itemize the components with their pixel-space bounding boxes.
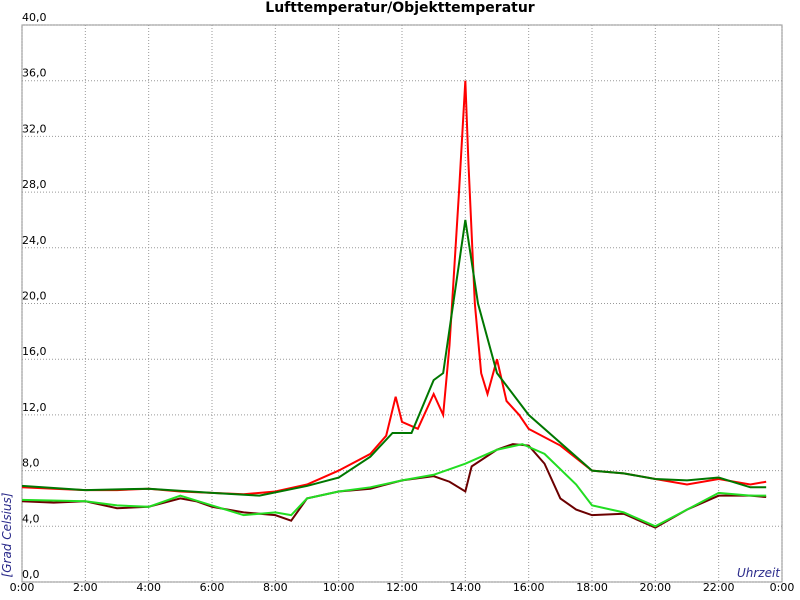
y-axis-label: [Grad Celsius] — [0, 492, 14, 577]
x-tick-label: 6:00 — [200, 581, 225, 594]
y-tick-label: 36,0 — [22, 67, 47, 80]
x-tick-label: 16:00 — [513, 581, 545, 594]
line-series — [21, 443, 767, 529]
x-tick-label: 0:00 — [770, 581, 795, 594]
y-tick-label: 32,0 — [22, 122, 47, 135]
x-tick-label: 14:00 — [449, 581, 481, 594]
x-tick-label: 4:00 — [136, 581, 161, 594]
x-axis-label: Uhrzeit — [737, 566, 781, 580]
line-series — [21, 219, 767, 497]
x-tick-label: 8:00 — [263, 581, 288, 594]
x-tick-label: 2:00 — [73, 581, 98, 594]
y-tick-label: 40,0 — [22, 11, 47, 24]
y-tick-label: 12,0 — [22, 401, 47, 414]
x-tick-label: 22:00 — [703, 581, 735, 594]
y-tick-label: 20,0 — [22, 290, 47, 303]
y-tick-label: 28,0 — [22, 178, 47, 191]
x-tick-label: 12:00 — [386, 581, 418, 594]
y-tick-label: 0,0 — [22, 568, 40, 581]
y-tick-label: 24,0 — [22, 234, 47, 247]
x-tick-label: 10:00 — [323, 581, 355, 594]
x-tick-label: 20:00 — [639, 581, 671, 594]
x-tick-label: 0:00 — [10, 581, 35, 594]
y-tick-label: 16,0 — [22, 345, 47, 358]
line-series — [21, 443, 767, 528]
y-tick-label: 4,0 — [22, 512, 40, 525]
y-tick-label: 8,0 — [22, 457, 40, 470]
chart-title: Lufttemperatur/Objekttemperatur — [265, 0, 535, 16]
x-tick-label: 18:00 — [576, 581, 608, 594]
